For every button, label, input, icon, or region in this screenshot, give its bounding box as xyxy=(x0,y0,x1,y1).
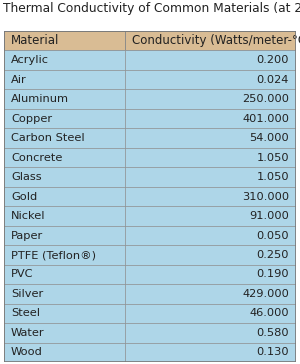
Bar xyxy=(4,187,125,206)
Text: 1.050: 1.050 xyxy=(256,153,289,163)
Bar xyxy=(125,148,296,167)
Bar xyxy=(125,343,296,362)
Text: PVC: PVC xyxy=(11,269,33,280)
Bar xyxy=(4,323,125,343)
Text: 54.000: 54.000 xyxy=(249,133,289,143)
Text: 91.000: 91.000 xyxy=(249,211,289,221)
Bar xyxy=(125,187,296,206)
Bar xyxy=(4,70,125,90)
Bar xyxy=(4,167,125,187)
Bar xyxy=(4,206,125,226)
Bar xyxy=(4,245,125,265)
Text: 0.190: 0.190 xyxy=(256,269,289,280)
Bar xyxy=(125,109,296,128)
Text: Gold: Gold xyxy=(11,191,37,202)
Bar xyxy=(125,90,296,109)
Bar xyxy=(4,31,125,51)
Bar xyxy=(125,167,296,187)
Text: 250.000: 250.000 xyxy=(242,94,289,104)
Bar xyxy=(125,245,296,265)
Bar xyxy=(125,323,296,343)
Text: Steel: Steel xyxy=(11,308,40,318)
Text: 0.050: 0.050 xyxy=(256,230,289,241)
Bar xyxy=(4,51,125,70)
Bar xyxy=(4,226,125,245)
Text: Wood: Wood xyxy=(11,347,43,357)
Text: 0.024: 0.024 xyxy=(257,75,289,85)
Text: Nickel: Nickel xyxy=(11,211,45,221)
Text: 1.050: 1.050 xyxy=(256,172,289,182)
Bar xyxy=(4,304,125,323)
Text: Glass: Glass xyxy=(11,172,41,182)
Text: 0.580: 0.580 xyxy=(256,328,289,338)
Bar xyxy=(4,128,125,148)
Bar xyxy=(125,304,296,323)
Text: Silver: Silver xyxy=(11,289,43,299)
Text: Copper: Copper xyxy=(11,114,52,124)
Bar xyxy=(125,226,296,245)
Text: 429.000: 429.000 xyxy=(242,289,289,299)
Text: 310.000: 310.000 xyxy=(242,191,289,202)
Bar xyxy=(4,265,125,284)
Text: 401.000: 401.000 xyxy=(242,114,289,124)
Text: 0.250: 0.250 xyxy=(256,250,289,260)
Text: Aluminum: Aluminum xyxy=(11,94,69,104)
Bar xyxy=(125,70,296,90)
Text: Acrylic: Acrylic xyxy=(11,55,49,65)
Bar xyxy=(125,128,296,148)
Bar xyxy=(125,31,296,51)
Bar xyxy=(125,284,296,304)
Text: Air: Air xyxy=(11,75,27,85)
Text: PTFE (Teflon®): PTFE (Teflon®) xyxy=(11,250,96,260)
Bar xyxy=(4,148,125,167)
Bar xyxy=(125,206,296,226)
Text: Material: Material xyxy=(11,34,59,47)
Text: Paper: Paper xyxy=(11,230,43,241)
Bar xyxy=(125,265,296,284)
Bar xyxy=(4,284,125,304)
Bar xyxy=(4,90,125,109)
Text: Concrete: Concrete xyxy=(11,153,62,163)
Text: 0.130: 0.130 xyxy=(256,347,289,357)
Text: Thermal Conductivity of Common Materials (at 25° C): Thermal Conductivity of Common Materials… xyxy=(3,3,300,16)
Bar xyxy=(125,51,296,70)
Text: Carbon Steel: Carbon Steel xyxy=(11,133,85,143)
Text: 46.000: 46.000 xyxy=(250,308,289,318)
Bar xyxy=(4,343,125,362)
Text: 0.200: 0.200 xyxy=(256,55,289,65)
Bar xyxy=(4,109,125,128)
Text: Water: Water xyxy=(11,328,44,338)
Text: Conductivity (Watts/meter-°C): Conductivity (Watts/meter-°C) xyxy=(132,34,300,47)
